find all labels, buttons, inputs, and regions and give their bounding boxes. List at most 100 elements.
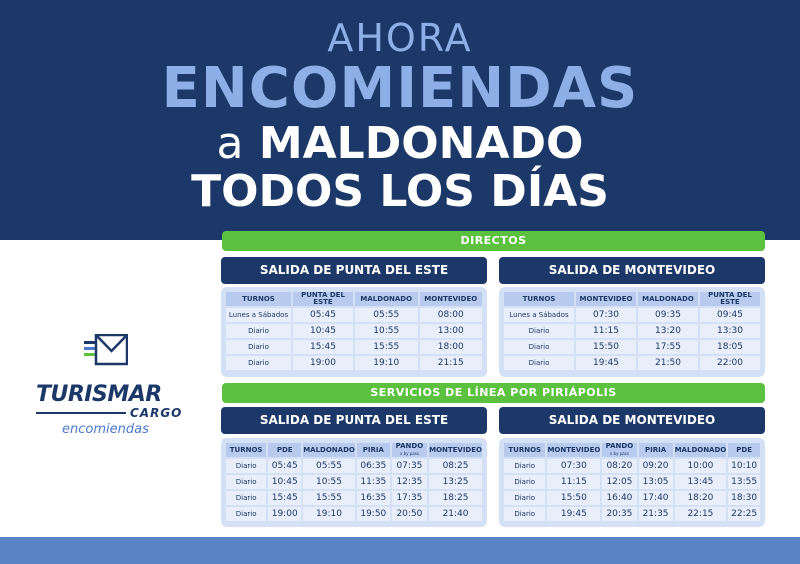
cell: 18:20 [674,491,727,505]
directos-montevideo-title: SALIDA DE MONTEVIDEO [499,257,765,284]
turismar-logo: TURISMAR CARGO encomiendas [36,334,186,444]
pando-label: PANDO [605,442,634,450]
col-header: MALDONADO [303,443,355,457]
directos-punta-title: SALIDA DE PUNTA DEL ESTE [221,257,487,284]
cell: 19:50 [356,507,390,521]
cell: Diario [504,356,574,370]
cell: 12:05 [602,475,637,489]
cell: 19:10 [355,356,418,370]
brand-tagline: encomiendas [62,422,149,437]
linea-punta-table: TURNOS PDE MALDONADO PIRIA PANDO x by pas… [221,438,487,527]
cell: 21:15 [419,356,482,370]
cell: 07:35 [391,459,428,473]
cell: Diario [504,459,546,473]
cell: 15:55 [355,340,418,354]
table-header-row: TURNOS MONTEVIDEO MALDONADO PUNTA DEL ES… [504,292,760,306]
table-row: Diario 11:15 12:05 13:05 13:45 13:55 [504,475,760,489]
brand-cargo: CARGO [130,406,183,420]
directos-punta-table: TURNOS PUNTA DEL ESTE MALDONADO MONTEVID… [221,287,487,377]
cell: 19:45 [547,507,601,521]
cell: 19:45 [576,356,636,370]
cell: 13:25 [429,475,482,489]
cell: 19:00 [268,507,302,521]
cell: 15:55 [303,491,355,505]
cell: 18:05 [700,340,760,354]
cell: 19:10 [303,507,355,521]
table-header-row: TURNOS MONTEVIDEO PANDO x by pass PIRIA M… [504,443,760,457]
hero-line-ahora: AHORA [327,16,473,60]
hero-line-maldonado: a MALDONADO [0,118,800,169]
table-row: Diario 05:45 05:55 06:35 07:35 08:25 [226,459,482,473]
directos-banner: DIRECTOS [222,231,765,251]
cell: 09:20 [638,459,673,473]
cell: 10:55 [303,475,355,489]
col-header: MONTEVIDEO [576,292,636,306]
col-header-pando: PANDO x by pass [391,443,428,457]
cell: 21:40 [429,507,482,521]
pando-sub: x by pass [399,451,419,456]
linea-punta-title: SALIDA DE PUNTA DEL ESTE [221,407,487,434]
cell: 19:00 [293,356,353,370]
cell: 18:25 [429,491,482,505]
logo-rule [36,412,126,414]
cell: 11:15 [547,475,601,489]
cell: 08:25 [429,459,482,473]
cell: 05:55 [303,459,355,473]
cell: Lunes a Sábados [504,308,574,322]
table-row: Diario 15:45 15:55 18:00 [226,340,482,354]
table-row: Lunes a Sábados 07:30 09:35 09:45 [504,308,760,322]
cell: Diario [226,507,267,521]
cell: 08:20 [602,459,637,473]
cell: 08:00 [419,308,482,322]
cell: 18:30 [728,491,760,505]
cell: 13:45 [674,475,727,489]
cell: 16:40 [602,491,637,505]
linea-montevideo-title: SALIDA DE MONTEVIDEO [499,407,765,434]
cell: 13:00 [419,324,482,338]
col-header: MALDONADO [355,292,418,306]
cell: 09:45 [700,308,760,322]
cell: 21:50 [638,356,698,370]
cell: 15:50 [547,491,601,505]
cell: 17:40 [638,491,673,505]
cell: 11:15 [576,324,636,338]
cell: Diario [504,324,574,338]
col-header: MONTEVIDEO [429,443,482,457]
cell: Diario [504,491,546,505]
cell: 10:45 [293,324,353,338]
cell: 15:50 [576,340,636,354]
cell: 12:35 [391,475,428,489]
cell: Diario [226,459,267,473]
table-row: Diario 15:50 16:40 17:40 18:20 18:30 [504,491,760,505]
cell: 15:45 [268,491,302,505]
cell: 22:15 [674,507,727,521]
table-row: Diario 07:30 08:20 09:20 10:00 10:10 [504,459,760,473]
cell: Diario [226,356,291,370]
col-header: MALDONADO [674,443,727,457]
cell: 16:35 [356,491,390,505]
cell: 17:55 [638,340,698,354]
table-header-row: TURNOS PDE MALDONADO PIRIA PANDO x by pas… [226,443,482,457]
col-header: TURNOS [226,292,291,306]
brand-name: TURISMAR [36,382,162,407]
cell: 22:25 [728,507,760,521]
col-header: MALDONADO [638,292,698,306]
col-header: TURNOS [504,443,546,457]
linea-banner: SERVICIOS DE LÍNEA POR PIRIÁPOLIS [222,383,765,403]
table-row: Diario 19:45 20:35 21:35 22:15 22:25 [504,507,760,521]
table-row: Diario 15:45 15:55 16:35 17:35 18:25 [226,491,482,505]
cell: Lunes a Sábados [226,308,291,322]
cell: Diario [226,475,267,489]
hero-banner: AHORA ENCOMIENDAS a MALDONADO TODOS LOS … [0,0,800,240]
hero-line-todos: TODOS LOS DÍAS [191,166,609,217]
table-row: Diario 15:50 17:55 18:05 [504,340,760,354]
col-header: PUNTA DEL ESTE [700,292,760,306]
hero-line-encomiendas: ENCOMIENDAS [161,56,639,121]
hero-prefix: a [216,118,244,169]
cell: 22:00 [700,356,760,370]
cell: 20:50 [391,507,428,521]
cell: 05:55 [355,308,418,322]
footer-bar [0,537,800,564]
cell: 11:35 [356,475,390,489]
